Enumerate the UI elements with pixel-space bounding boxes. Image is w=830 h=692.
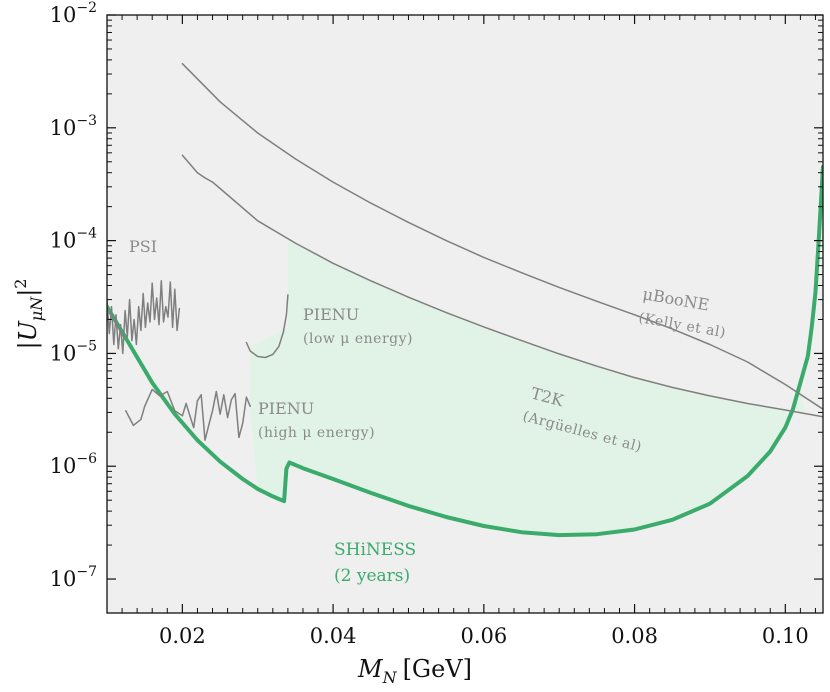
y-axis-symbol: |U: [14, 320, 43, 349]
psi-label: PSI: [129, 237, 157, 256]
x-axis-unit: [GeV]: [403, 655, 472, 683]
x-tick-label: 0.10: [762, 624, 809, 648]
x-axis-title: MN [GeV]: [357, 655, 472, 687]
y-axis-title: |UμN|2: [11, 279, 46, 350]
shiness-label: SHiNESS: [334, 540, 416, 560]
x-axis-subscript: N: [382, 668, 398, 687]
pienu-high-label: PIENU: [258, 399, 314, 418]
series-line-shiness-2-years: [107, 164, 823, 538]
axis-ticks: 0.02 0.04 0.06 0.08 0.10 10−7 10−6 10−5 10−4 10−3…: [50, 0, 823, 648]
series-line-psi: [107, 280, 181, 355]
y-axis-exponent: 2: [11, 279, 30, 289]
x-tick-label: 0.02: [159, 624, 206, 648]
plot-frame: [106, 14, 824, 614]
series-line-pienu-low-energy: [245, 294, 289, 359]
y-tick-label: 10−5: [50, 338, 97, 365]
pienu-low-label: PIENU: [303, 305, 359, 324]
pienu-low-sublabel: (low μ energy): [303, 331, 413, 347]
shiness-sublabel: (2 years): [334, 566, 410, 586]
curves-layer: [107, 62, 823, 538]
series-line-t2k-arg-elles-et-al: [181, 154, 823, 418]
y-tick-label: 10−7: [50, 564, 97, 591]
x-tick-label: 0.08: [611, 624, 658, 648]
y-tick-label: 10−2: [50, 0, 97, 27]
y-tick-label: 10−6: [50, 451, 97, 478]
pienu-high-sublabel: (high μ energy): [258, 425, 375, 441]
y-axis-subscript: μN: [27, 296, 46, 321]
x-tick-label: 0.06: [460, 624, 507, 648]
y-tick-label: 10−3: [50, 113, 97, 140]
y-tick-label: 10−4: [50, 226, 97, 253]
projection-region: [250, 240, 805, 536]
x-tick-label: 0.04: [310, 624, 357, 648]
y-axis-close: |: [14, 289, 43, 297]
x-axis-symbol: M: [357, 655, 384, 683]
series-line-pienu-high-energy: [125, 388, 251, 441]
series-line-boone-kelly-et-al: [181, 62, 823, 410]
